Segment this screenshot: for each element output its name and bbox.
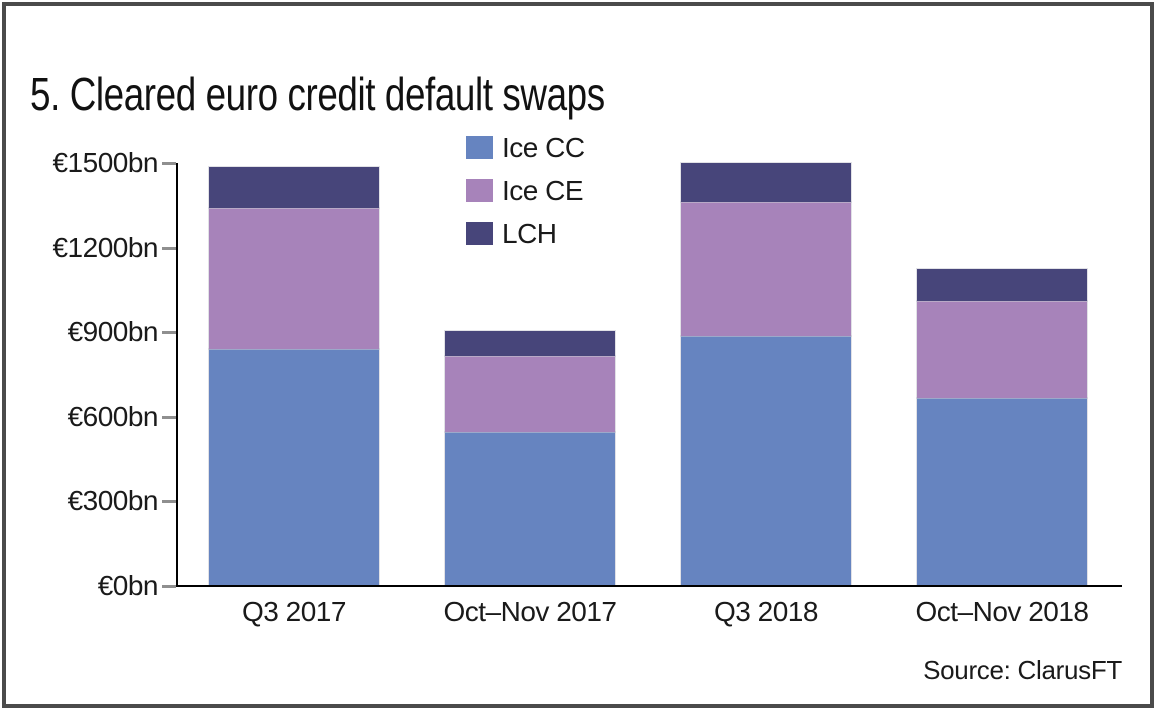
y-tick-mark-1500 — [162, 162, 176, 165]
legend: Ice CC Ice CE LCH — [466, 131, 585, 265]
y-tick-mark-0 — [162, 585, 176, 588]
chart-title: 5. Cleared euro credit default swaps — [30, 67, 605, 120]
y-tick-label-0: €0bn — [97, 570, 159, 601]
y-tick-mark-900 — [162, 331, 176, 335]
legend-label-ice-cc: Ice CC — [502, 131, 585, 163]
y-tick-label-1500: €1500bn — [52, 147, 158, 178]
bar-segment-ice-ce-q3-2018 — [680, 201, 852, 338]
y-tick-mark-1200 — [162, 246, 176, 250]
bar-segment-lch-q3-2017 — [208, 166, 380, 210]
x-axis-label-q3-2018: Q3 2018 — [714, 596, 818, 627]
legend-item-lch: LCH — [466, 217, 585, 249]
bar-segment-ice-ce-oct-nov-2018 — [916, 300, 1088, 400]
y-tick-label-600: €600bn — [67, 400, 159, 432]
x-axis-line — [176, 585, 1122, 587]
y-tick-mark-300 — [162, 500, 176, 504]
x-axis-label-oct-nov-2017: Oct–Nov 2017 — [443, 596, 618, 627]
bar-segment-ice-ce-q3-2017 — [208, 207, 380, 351]
bar-segment-lch-q3-2018 — [680, 161, 852, 204]
legend-swatch-ice-cc — [466, 136, 493, 159]
y-axis-line — [176, 163, 178, 587]
y-tick-label-300: €300bn — [67, 485, 159, 517]
legend-item-ice-cc: Ice CC — [466, 131, 585, 163]
legend-item-ice-ce: Ice CE — [466, 174, 585, 206]
x-axis-label-q3-2017: Q3 2017 — [242, 596, 346, 627]
bar-segment-ice-cc-oct-nov-2017 — [444, 431, 616, 587]
bar-segment-ice-ce-oct-nov-2017 — [444, 355, 616, 434]
bar-segment-ice-cc-q3-2018 — [680, 335, 852, 587]
y-tick-label-1200: €1200bn — [52, 231, 158, 263]
bar-segment-ice-cc-oct-nov-2018 — [916, 397, 1088, 587]
bar-segment-ice-cc-q3-2017 — [208, 348, 380, 587]
x-axis-label-oct-nov-2018: Oct–Nov 2018 — [915, 596, 1090, 627]
legend-swatch-ice-ce — [466, 179, 493, 202]
legend-swatch-lch — [466, 222, 493, 245]
y-tick-mark-600 — [162, 415, 176, 419]
source-text: Source: ClarusFT — [923, 655, 1122, 685]
y-tick-label-900: €900bn — [67, 316, 159, 348]
bar-segment-lch-oct-nov-2018 — [916, 267, 1088, 303]
legend-label-ice-ce: Ice CE — [502, 174, 584, 206]
bar-segment-lch-oct-nov-2017 — [444, 329, 616, 358]
legend-label-lch: LCH — [502, 217, 557, 249]
